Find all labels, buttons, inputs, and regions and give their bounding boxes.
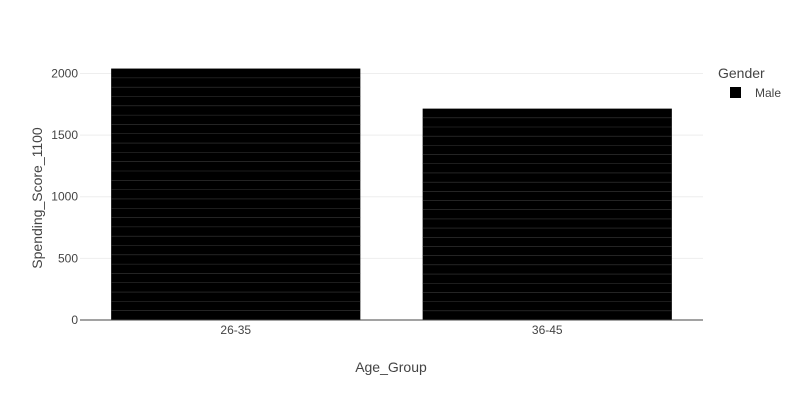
y-tick-label: 0	[71, 313, 78, 327]
y-tick-labels: 0 500 1000 1500 2000	[51, 66, 78, 327]
legend: Gender Male	[718, 65, 781, 100]
legend-item-male[interactable]: Male	[730, 86, 781, 100]
x-tick-label: 36-45	[532, 323, 563, 337]
legend-title: Gender	[718, 65, 765, 81]
y-tick-label: 2000	[51, 66, 78, 80]
y-tick-label: 1500	[51, 128, 78, 142]
legend-swatch-male	[730, 87, 741, 98]
y-tick-label: 500	[58, 251, 78, 265]
x-axis-title: Age_Group	[355, 359, 427, 375]
x-tick-labels: 26-35 36-45	[220, 323, 563, 337]
y-tick-label: 1000	[51, 190, 78, 204]
x-tick-label: 26-35	[220, 323, 251, 337]
bar-36-45[interactable]	[422, 108, 672, 321]
bar-26-35[interactable]	[111, 68, 361, 320]
y-axis-title: Spending_Score_1100	[29, 127, 45, 269]
bars	[111, 68, 672, 321]
legend-label-male: Male	[755, 86, 781, 100]
